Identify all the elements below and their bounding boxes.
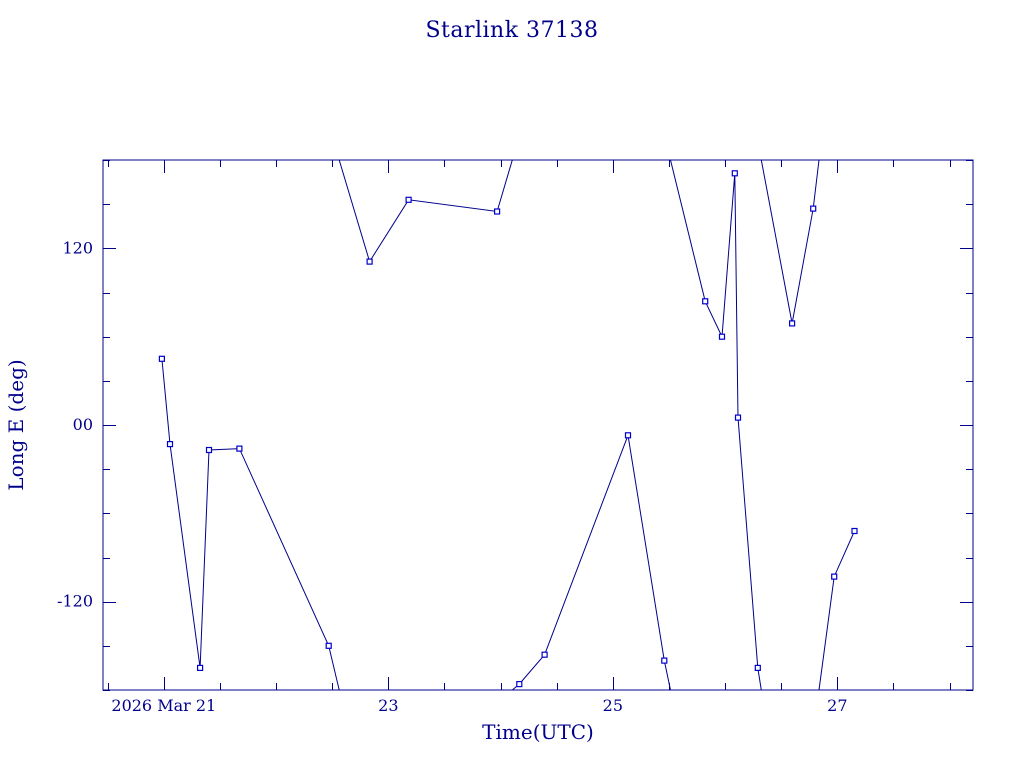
data-point: [734, 414, 742, 421]
data-point: [788, 320, 796, 327]
data-point: [494, 208, 501, 215]
data-point: [166, 441, 174, 448]
x-tick-label: 2026 Mar 21: [111, 696, 216, 715]
series-line: [760, 159, 820, 324]
data-point: [158, 355, 165, 362]
series-line: [161, 358, 340, 691]
data-point: [718, 333, 726, 340]
series-line: [818, 530, 855, 691]
data-point: [754, 664, 761, 672]
data-point: [624, 432, 632, 439]
series-line: [511, 433, 671, 691]
x-tick-label: 23: [378, 696, 398, 715]
chart-title: Starlink 37138: [425, 18, 598, 43]
marker-layer: [158, 170, 858, 688]
data-point: [810, 205, 817, 212]
data-point: [731, 170, 738, 177]
plot-border: [102, 159, 974, 691]
y-tick-label: 00: [73, 415, 93, 434]
data-point: [851, 527, 858, 535]
data-point: [236, 445, 243, 452]
y-tick-label: -120: [57, 592, 93, 611]
data-point: [516, 680, 523, 688]
data-point: [325, 642, 332, 649]
data-point: [205, 446, 213, 454]
y-axis: 120 00 -120: [57, 160, 973, 691]
x-axis: 2026 Mar 21 23 25 27: [108, 160, 951, 715]
data-point: [661, 657, 668, 664]
series-line: [338, 159, 513, 263]
x-tick-label: 25: [603, 696, 623, 715]
x-axis-title: Time(UTC): [482, 720, 594, 744]
y-axis-title: Long E (deg): [4, 359, 28, 490]
x-tick-label: 27: [827, 696, 847, 715]
plot-area: [102, 159, 974, 691]
y-tick-label: 120: [62, 238, 93, 257]
series-line: [670, 159, 762, 691]
data-point: [405, 196, 412, 203]
series-layer: [161, 159, 855, 691]
data-point: [366, 258, 373, 265]
data-point: [197, 664, 204, 672]
data-point: [831, 573, 838, 580]
data-point: [541, 651, 548, 658]
data-point: [702, 298, 709, 305]
